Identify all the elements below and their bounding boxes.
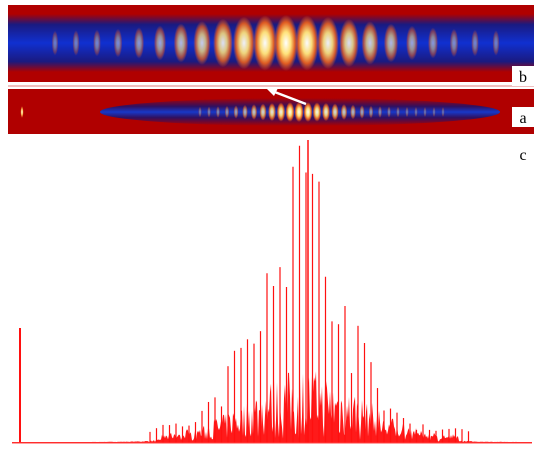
spot xyxy=(133,27,145,59)
spot xyxy=(387,106,391,118)
spot xyxy=(153,25,167,61)
spot xyxy=(224,105,230,119)
spot xyxy=(113,28,123,58)
spot xyxy=(93,29,101,57)
spot xyxy=(294,102,304,122)
spot xyxy=(414,106,418,118)
spot xyxy=(193,21,211,65)
spot xyxy=(72,30,80,56)
spot xyxy=(406,25,418,61)
spot xyxy=(423,106,427,118)
spot xyxy=(268,102,276,122)
spot xyxy=(198,106,202,118)
spot xyxy=(405,106,409,118)
spot xyxy=(383,23,399,63)
spot xyxy=(250,104,258,120)
spot xyxy=(449,28,459,58)
arrow xyxy=(271,89,307,106)
spot xyxy=(492,30,500,56)
spot xyxy=(340,104,348,120)
spot xyxy=(317,16,339,70)
spot xyxy=(233,105,239,119)
spot xyxy=(441,106,445,118)
spot xyxy=(213,18,233,68)
spot xyxy=(312,102,322,122)
spot xyxy=(331,103,339,121)
spot xyxy=(173,23,189,63)
panel-label: a xyxy=(519,110,526,127)
arrow-head xyxy=(266,88,278,96)
spot xyxy=(359,105,365,119)
spot xyxy=(350,104,356,120)
panel-label: c xyxy=(519,147,526,164)
spot xyxy=(432,106,436,118)
spot xyxy=(471,29,479,57)
image-strip-a xyxy=(8,89,534,134)
spot xyxy=(285,102,295,122)
label-box xyxy=(512,66,534,86)
spot xyxy=(20,106,24,118)
spot xyxy=(253,15,277,71)
spot xyxy=(259,103,267,121)
spot xyxy=(339,18,359,68)
spot xyxy=(396,106,400,118)
label-box xyxy=(512,107,534,127)
spot xyxy=(322,102,330,122)
spot xyxy=(295,15,319,71)
panel-label: b xyxy=(519,69,527,86)
spot xyxy=(216,106,220,118)
spot xyxy=(361,21,379,65)
image-strip-b xyxy=(8,5,534,82)
spot xyxy=(232,16,256,70)
spot xyxy=(51,30,59,56)
spectrum-floor xyxy=(12,371,532,443)
spectrum xyxy=(12,140,532,444)
spot xyxy=(428,27,438,59)
spot xyxy=(377,106,383,118)
spot xyxy=(274,15,298,71)
spot xyxy=(368,105,374,119)
spot xyxy=(303,102,313,122)
spot xyxy=(207,106,211,118)
spot xyxy=(276,102,286,122)
spot xyxy=(242,104,248,120)
